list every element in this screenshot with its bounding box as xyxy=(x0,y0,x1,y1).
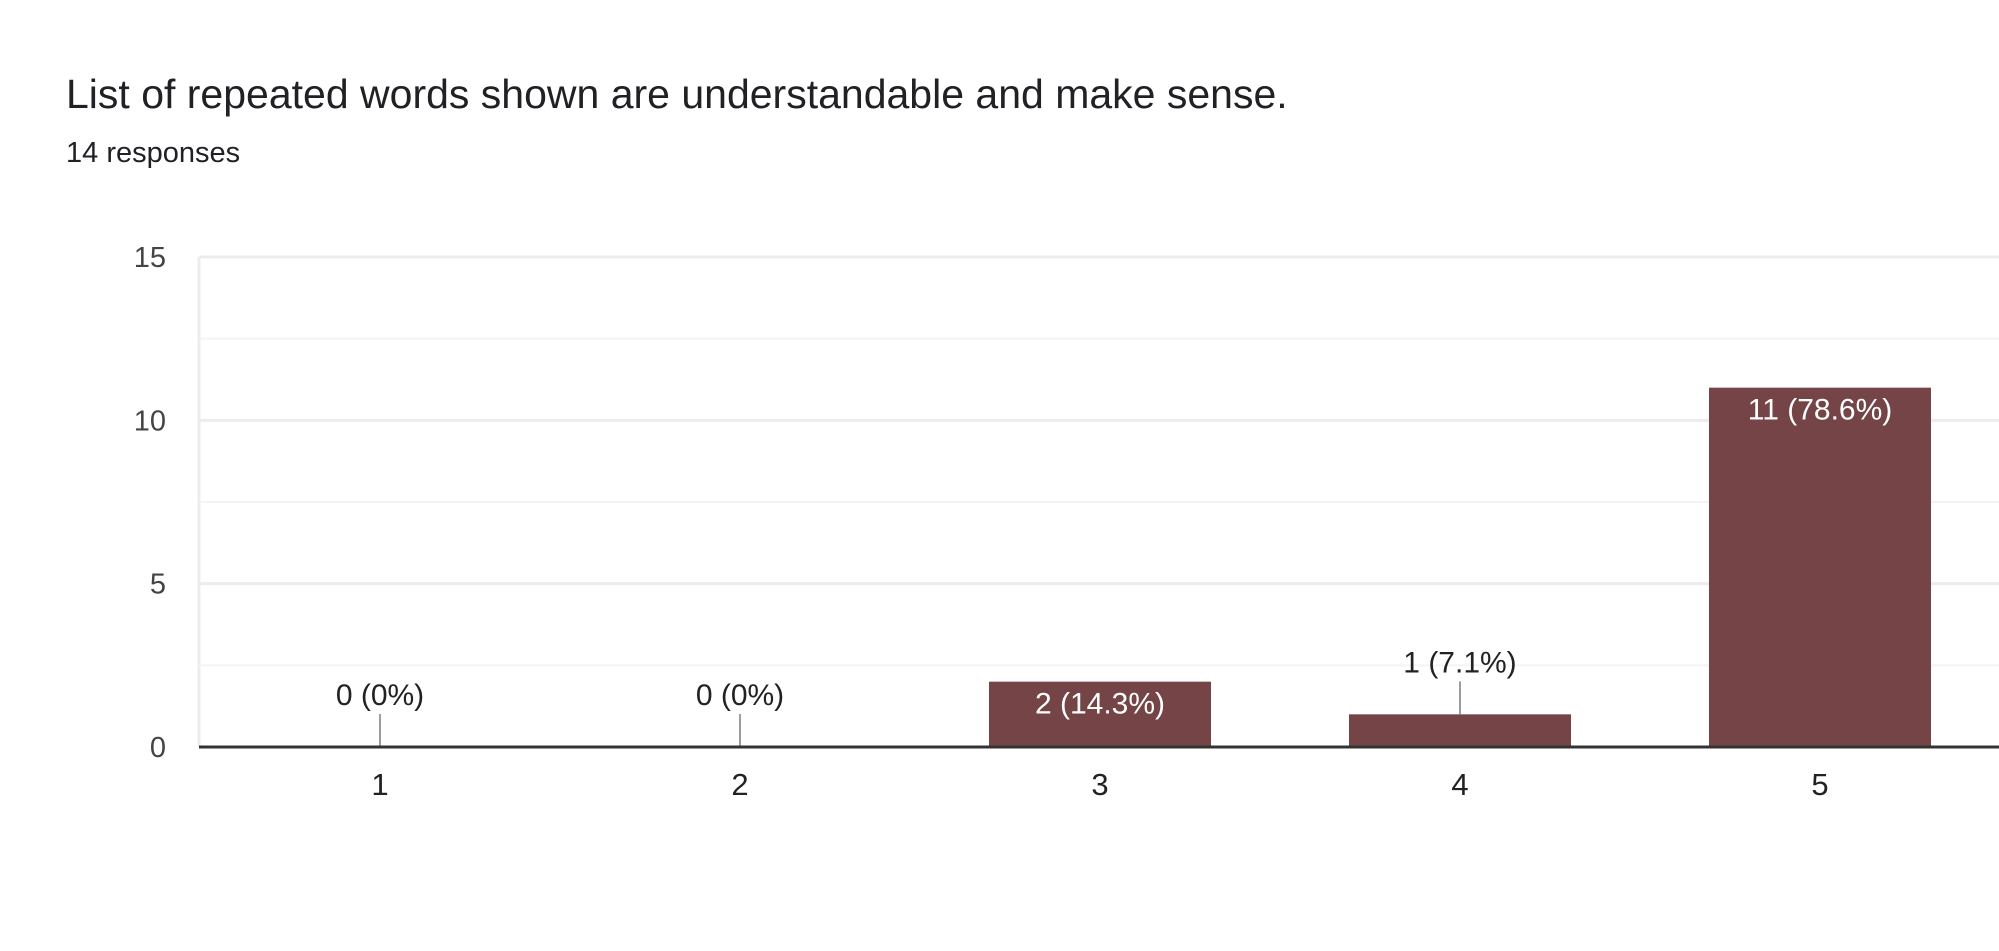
y-tick-label: 10 xyxy=(134,405,166,437)
bar-value-label: 11 (78.6%) xyxy=(1748,394,1893,427)
response-count: 14 responses xyxy=(66,137,241,169)
x-tick-label: 4 xyxy=(1451,767,1468,802)
x-tick-label: 3 xyxy=(1091,767,1108,802)
y-tick-label: 0 xyxy=(150,732,166,764)
x-tick-label: 2 xyxy=(731,767,748,802)
bar[interactable] xyxy=(1349,714,1571,747)
bar-value-label: 0 (0%) xyxy=(336,679,424,712)
bar-value-label: 1 (7.1%) xyxy=(1403,646,1516,679)
bar-value-label: 2 (14.3%) xyxy=(1035,688,1165,721)
chart-title: List of repeated words shown are underst… xyxy=(66,71,1288,117)
x-tick-label: 1 xyxy=(371,767,388,802)
y-tick-label: 5 xyxy=(150,569,166,601)
x-tick-label: 5 xyxy=(1811,767,1828,802)
bar[interactable] xyxy=(989,681,1211,747)
y-tick-label: 15 xyxy=(134,242,166,274)
bar-value-label: 0 (0%) xyxy=(696,679,784,712)
bar[interactable] xyxy=(1709,387,1931,747)
